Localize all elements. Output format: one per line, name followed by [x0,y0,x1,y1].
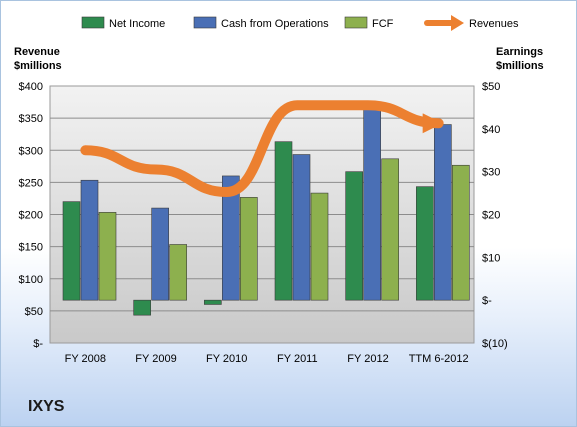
y-axis-left-ticks: $- $50 $100 $150 $200 $250 $300 $350 $400 [19,81,44,350]
bar-fcf [240,197,258,301]
bar-net-income [416,186,434,301]
y-tick-label: $350 [19,113,43,125]
revenue-line-path [80,100,444,198]
x-tick-label: FY 2011 [277,353,318,365]
bar-cash-from-operations [151,207,169,301]
y-axis-right-ticks: $(10) $- $10 $20 $30 $40 $50 [482,81,508,350]
bar-net-income [62,201,81,301]
y2-tick-label: $(10) [482,338,508,350]
x-tick-label: FY 2008 [65,353,106,365]
y2-tick-label: $30 [482,167,500,179]
y2-tick-label: $- [482,295,492,307]
bars [62,109,470,316]
bar-net-income [204,299,222,305]
y-tick-label: $- [33,338,43,350]
company-name: IXYS [28,398,65,415]
y2-tick-label: $10 [482,252,500,264]
y2-tick-label: $50 [482,81,500,93]
legend-arrow-icon [451,15,464,31]
bar-fcf [310,192,329,301]
y-tick-label: $250 [19,177,43,189]
x-tick-label: FY 2009 [135,353,176,365]
x-tick-label: FY 2010 [206,353,247,365]
bar-cash-from-operations [434,124,452,301]
legend-swatch [344,16,368,29]
revenue-line [80,100,444,198]
y-tick-label: $300 [19,145,43,157]
bar-net-income [274,141,293,301]
bar-cash-from-operations [363,109,381,301]
bar-cash-from-operations [292,154,311,301]
y-tick-label: $200 [19,210,43,222]
legend-label: Cash from Operations [221,18,329,30]
x-tick-label: FY 2012 [347,353,388,365]
bar-fcf [169,244,187,301]
legend-label: Net Income [109,18,165,30]
bar-cash-from-operations [222,175,240,301]
x-tick-label: TTM 6-2012 [409,353,469,365]
bar-net-income [345,171,363,301]
bar-fcf [452,164,470,301]
bar-fcf [98,212,117,301]
legend-label: FCF [372,18,394,30]
y-axis-left-title: Revenue $millions [14,46,63,72]
y-tick-label: $150 [19,242,43,254]
gridlines [50,117,474,312]
bar-net-income [133,299,151,316]
legend: Net Income Cash from Operations FCF Revenue… [81,15,519,31]
y-tick-label: $50 [25,306,43,318]
bar-cash-from-operations [80,179,99,301]
y2-tick-label: $20 [482,210,500,222]
legend-label: Revenues [469,18,519,30]
bar-fcf [381,158,399,301]
y-axis-right-title: Earnings $millions [496,46,546,72]
y2-tick-label: $40 [482,124,500,136]
x-axis-ticks: FY 2008 FY 2009 FY 2010 FY 2011 FY 2012 TTM 6… [65,353,469,365]
legend-swatch [193,16,217,29]
y-tick-label: $100 [19,274,43,286]
legend-swatch [81,16,105,29]
y-tick-label: $400 [19,81,43,93]
